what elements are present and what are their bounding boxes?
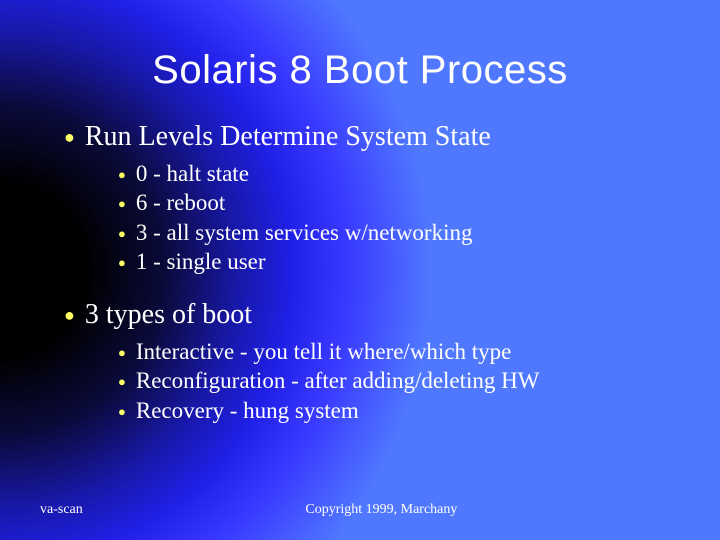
list-item-text: Interactive - you tell it where/which ty… (136, 337, 512, 366)
list-item: ● Interactive - you tell it where/which … (118, 337, 680, 366)
list-item: ● 0 - halt state (118, 159, 680, 188)
bullet-icon: ● (118, 374, 126, 391)
list-item: ● Recovery - hung system (118, 396, 680, 425)
bullet-icon: ● (118, 255, 126, 272)
bullet-icon: ● (118, 167, 126, 184)
bullet-icon: ● (118, 226, 126, 243)
bullet-icon: ● (118, 196, 126, 213)
footer-left-text: va-scan (40, 502, 83, 518)
list-item: ● 6 - reboot (118, 188, 680, 217)
section-heading: ● 3 types of boot (64, 299, 680, 331)
list-item-text: Reconfiguration - after adding/deleting … (136, 366, 540, 395)
list-item-text: 6 - reboot (136, 188, 225, 217)
list-item-text: 3 - all system services w/networking (136, 218, 473, 247)
section-heading-text: 3 types of boot (85, 299, 252, 331)
list-item: ● 3 - all system services w/networking (118, 218, 680, 247)
footer-copyright: Copyright 1999, Marchany (83, 502, 680, 518)
bullet-icon: ● (64, 123, 75, 151)
list-item-text: 0 - halt state (136, 159, 249, 188)
section-heading-text: Run Levels Determine System State (85, 121, 491, 153)
sub-list: ● Interactive - you tell it where/which … (64, 337, 680, 425)
bullet-icon: ● (118, 404, 126, 421)
slide: Solaris 8 Boot Process ● Run Levels Dete… (0, 0, 720, 540)
list-item-text: 1 - single user (136, 247, 266, 276)
sub-list: ● 0 - halt state ● 6 - reboot ● 3 - all … (64, 159, 680, 277)
section-heading: ● Run Levels Determine System State (64, 121, 680, 153)
slide-content: ● Run Levels Determine System State ● 0 … (40, 121, 680, 425)
slide-footer: va-scan Copyright 1999, Marchany (0, 502, 720, 518)
list-item-text: Recovery - hung system (136, 396, 359, 425)
slide-title: Solaris 8 Boot Process (40, 48, 680, 93)
bullet-icon: ● (118, 345, 126, 362)
list-item: ● 1 - single user (118, 247, 680, 276)
bullet-icon: ● (64, 301, 75, 329)
list-item: ● Reconfiguration - after adding/deletin… (118, 366, 680, 395)
